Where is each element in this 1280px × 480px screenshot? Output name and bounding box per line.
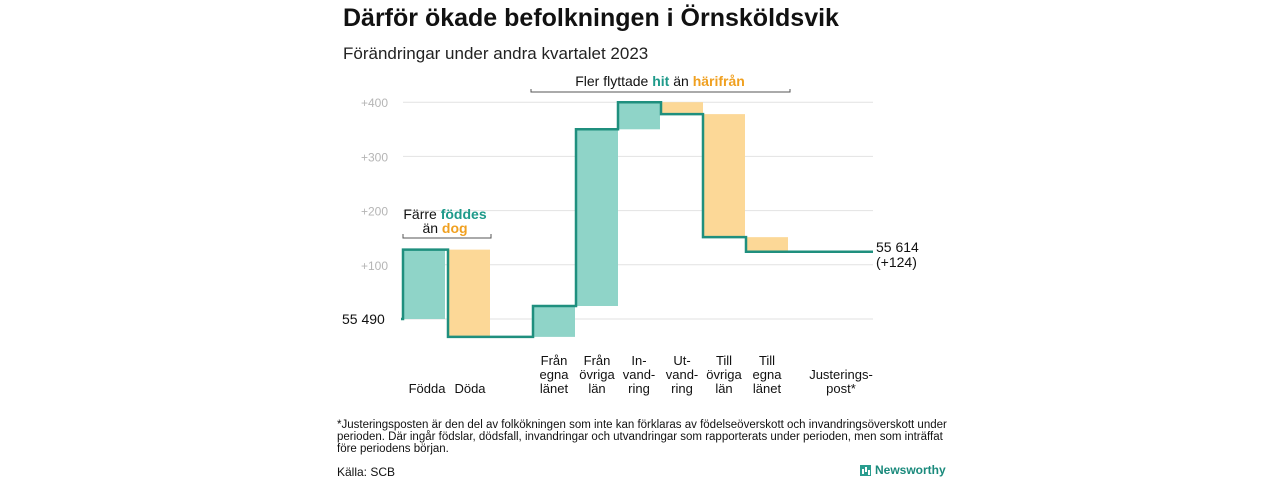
source-label: Källa: SCB	[337, 465, 396, 479]
x-category-label: In-	[631, 353, 646, 368]
annotation-migration: Fler flyttade hit än härifrån	[575, 73, 745, 89]
footnote: *Justeringsposten är den del av folkökni…	[337, 419, 947, 455]
annotation-births-bracket	[402, 234, 492, 239]
annotation-births-line1: Färre föddes	[403, 206, 486, 222]
x-category-label: län	[715, 381, 732, 396]
start-value-label: 55 490	[342, 311, 385, 327]
x-category-label: övriga	[579, 367, 615, 382]
waterfall-bar	[618, 102, 660, 130]
waterfall-bar	[746, 237, 788, 252]
x-category-label: län	[588, 381, 605, 396]
waterfall-bar	[576, 129, 618, 306]
x-category-label: Ut-	[673, 353, 690, 368]
annotation-migration-bracket	[530, 89, 791, 93]
brand-logo[interactable]: Newsworthy	[860, 463, 946, 477]
x-category-label: ring	[671, 381, 693, 396]
x-category-label: länet	[753, 381, 782, 396]
chart-title: Därför ökade befolkningen i Örnsköldsvik	[343, 4, 839, 32]
chart-subtitle: Förändringar under andra kvartalet 2023	[343, 44, 649, 63]
newsworthy-icon	[860, 464, 871, 476]
waterfall-bar	[661, 102, 703, 115]
y-tick-label: +300	[361, 150, 388, 164]
waterfall-bar	[703, 114, 745, 238]
x-category-label: vand-	[666, 367, 699, 382]
x-category-label: Födda	[409, 381, 447, 396]
end-change-label: (+124)	[876, 254, 917, 270]
end-value-label: 55 614	[876, 239, 919, 255]
y-tick-label: +200	[361, 205, 388, 219]
x-category-label: post*	[826, 381, 856, 396]
x-category-label: Från	[584, 353, 611, 368]
x-category-label: vand-	[623, 367, 656, 382]
x-category-label: ring	[628, 381, 650, 396]
x-category-label: Från	[541, 353, 568, 368]
x-category-label: Justerings-	[809, 367, 873, 382]
waterfall-bar	[403, 249, 445, 319]
y-tick-label: +400	[361, 96, 388, 110]
brand-name: Newsworthy	[875, 463, 946, 477]
x-category-label: egna	[540, 367, 570, 382]
x-category-label: Till	[716, 353, 732, 368]
waterfall-bar	[533, 305, 575, 337]
x-category-label: Till	[759, 353, 775, 368]
waterfall-bar	[448, 249, 490, 337]
cumulative-step-line	[401, 100, 873, 339]
x-category-label: länet	[540, 381, 569, 396]
x-category-label: övriga	[706, 367, 742, 382]
y-tick-label: +100	[361, 259, 388, 273]
annotation-births-line2: än dog	[422, 220, 467, 236]
x-category-label: Döda	[454, 381, 486, 396]
x-category-label: egna	[753, 367, 783, 382]
